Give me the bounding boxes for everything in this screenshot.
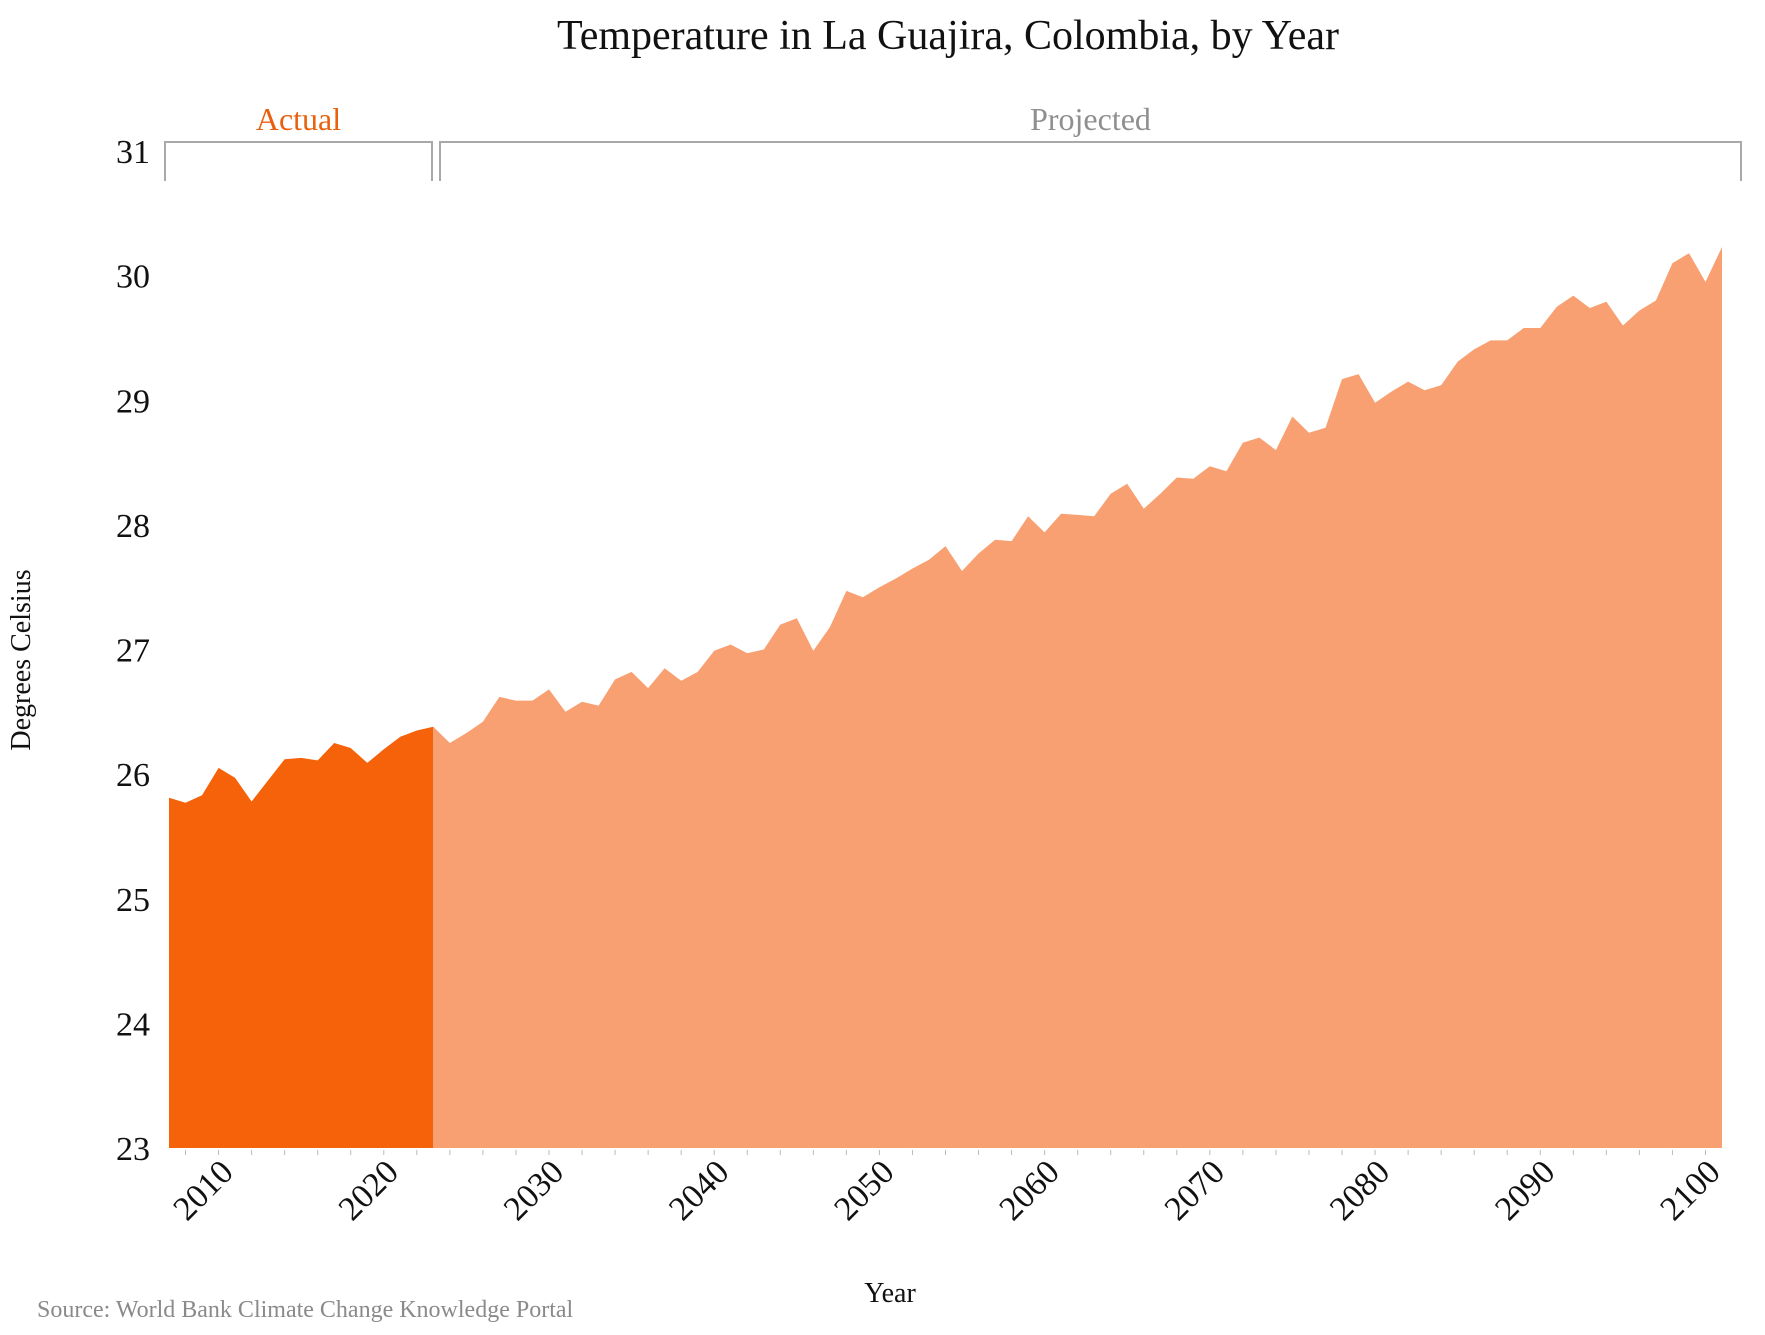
x-tick-label: 2050 xyxy=(827,1153,901,1227)
source-note: Source: World Bank Climate Change Knowle… xyxy=(37,1297,574,1323)
x-tick-label: 2070 xyxy=(1158,1153,1232,1227)
area-projected xyxy=(433,247,1722,1148)
x-tick-label: 2010 xyxy=(166,1153,240,1227)
y-tick-label: 31 xyxy=(116,134,150,171)
period-brackets: Actual Projected xyxy=(164,101,1742,181)
x-tick-label: 2040 xyxy=(662,1153,736,1227)
band-label-actual: Actual xyxy=(256,101,341,137)
x-tick-label: 2090 xyxy=(1488,1153,1562,1227)
bracket-actual xyxy=(164,141,433,181)
x-axis-label: Year xyxy=(864,1278,916,1309)
x-tick-label: 2060 xyxy=(993,1153,1067,1227)
x-tick-label: 2030 xyxy=(497,1153,571,1227)
y-tick-label: 27 xyxy=(116,633,150,670)
y-tick-label: 30 xyxy=(116,259,150,296)
band-label-projected: Projected xyxy=(1030,101,1151,137)
y-axis: 23 24 25 26 27 28 29 30 31 xyxy=(116,134,150,1168)
y-tick-label: 29 xyxy=(116,383,150,420)
temperature-areas xyxy=(169,247,1722,1148)
x-axis: 2010 2020 2030 2040 2050 2060 2070 2080 2090 2100 xyxy=(166,1150,1728,1228)
y-tick-label: 25 xyxy=(116,882,150,919)
chart-title: Temperature in La Guajira, Colombia, by … xyxy=(557,13,1339,59)
x-tick-label: 2080 xyxy=(1323,1153,1397,1227)
y-tick-label: 28 xyxy=(116,508,150,545)
y-tick-label: 24 xyxy=(116,1006,150,1043)
area-actual xyxy=(169,726,434,1148)
x-tick-label: 2020 xyxy=(332,1153,406,1227)
y-tick-label: 23 xyxy=(116,1131,150,1168)
x-tick-label: 2100 xyxy=(1653,1153,1727,1227)
y-axis-label: Degrees Celsius xyxy=(6,569,37,750)
y-tick-label: 26 xyxy=(116,757,150,794)
bracket-projected xyxy=(439,141,1742,181)
